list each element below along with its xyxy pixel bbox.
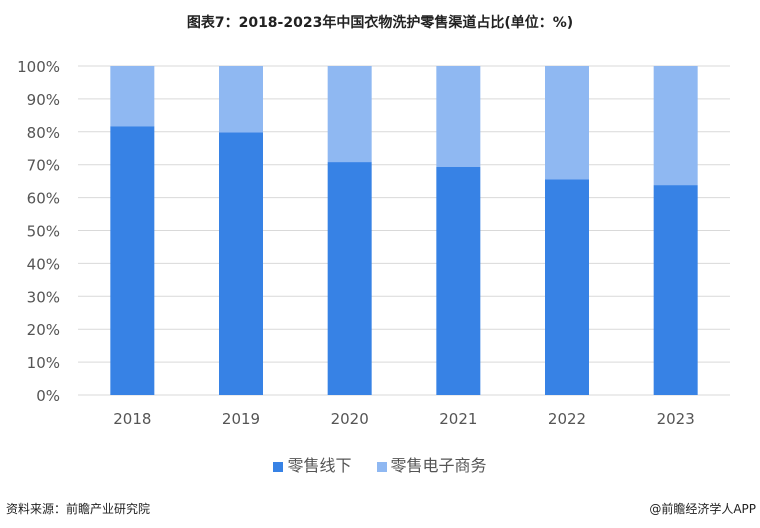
credit: @前瞻经济学人APP <box>649 502 756 516</box>
bar-segment <box>110 126 155 395</box>
source-note: 资料来源：前瞻产业研究院 <box>6 502 151 516</box>
y-tick-label: 10% <box>27 354 60 372</box>
y-tick-label: 100% <box>17 58 60 76</box>
legend-swatch <box>273 461 284 472</box>
x-tick-label: 2022 <box>548 410 586 428</box>
x-tick-label: 2021 <box>439 410 477 428</box>
bar-segment <box>436 66 481 168</box>
bar-segment <box>653 66 698 186</box>
x-tick-label: 2023 <box>657 410 695 428</box>
legend-item-offline: 零售线下 <box>273 452 351 476</box>
bar-segment <box>219 66 263 133</box>
bar-segment <box>327 162 372 395</box>
bar-segment <box>653 185 698 395</box>
legend-swatch <box>376 461 387 472</box>
bar-segment <box>219 132 263 395</box>
y-tick-label: 40% <box>27 255 60 273</box>
bar-segment <box>436 167 481 395</box>
bar-segment <box>327 66 372 163</box>
x-tick-label: 2019 <box>222 410 260 428</box>
y-tick-label: 20% <box>27 321 60 339</box>
y-tick-label: 60% <box>27 190 60 208</box>
legend-item-ecommerce: 零售电子商务 <box>376 452 487 476</box>
y-tick-label: 80% <box>27 124 60 142</box>
legend-label: 零售电子商务 <box>390 456 487 475</box>
legend-label: 零售线下 <box>287 456 352 475</box>
x-tick-label: 2018 <box>113 410 151 428</box>
y-tick-label: 30% <box>27 288 60 306</box>
chart-title: 图表7：2018-2023年中国衣物洗护零售渠道占比(单位：%) <box>186 15 574 31</box>
y-tick-label: 0% <box>36 387 60 405</box>
bar-segment <box>545 179 589 395</box>
bar-segment <box>545 66 589 180</box>
stacked-bar-chart: 0% 10% 20% 30% 40% 50% 60% 70% 80% 90% 100% 2018 201… <box>17 58 730 428</box>
bar-segment <box>110 66 155 127</box>
y-tick-label: 50% <box>27 223 60 241</box>
y-tick-label: 70% <box>27 157 60 175</box>
legend: 零售线下 零售电子商务 <box>0 452 760 476</box>
x-tick-label: 2020 <box>331 410 369 428</box>
y-tick-label: 90% <box>27 91 60 109</box>
